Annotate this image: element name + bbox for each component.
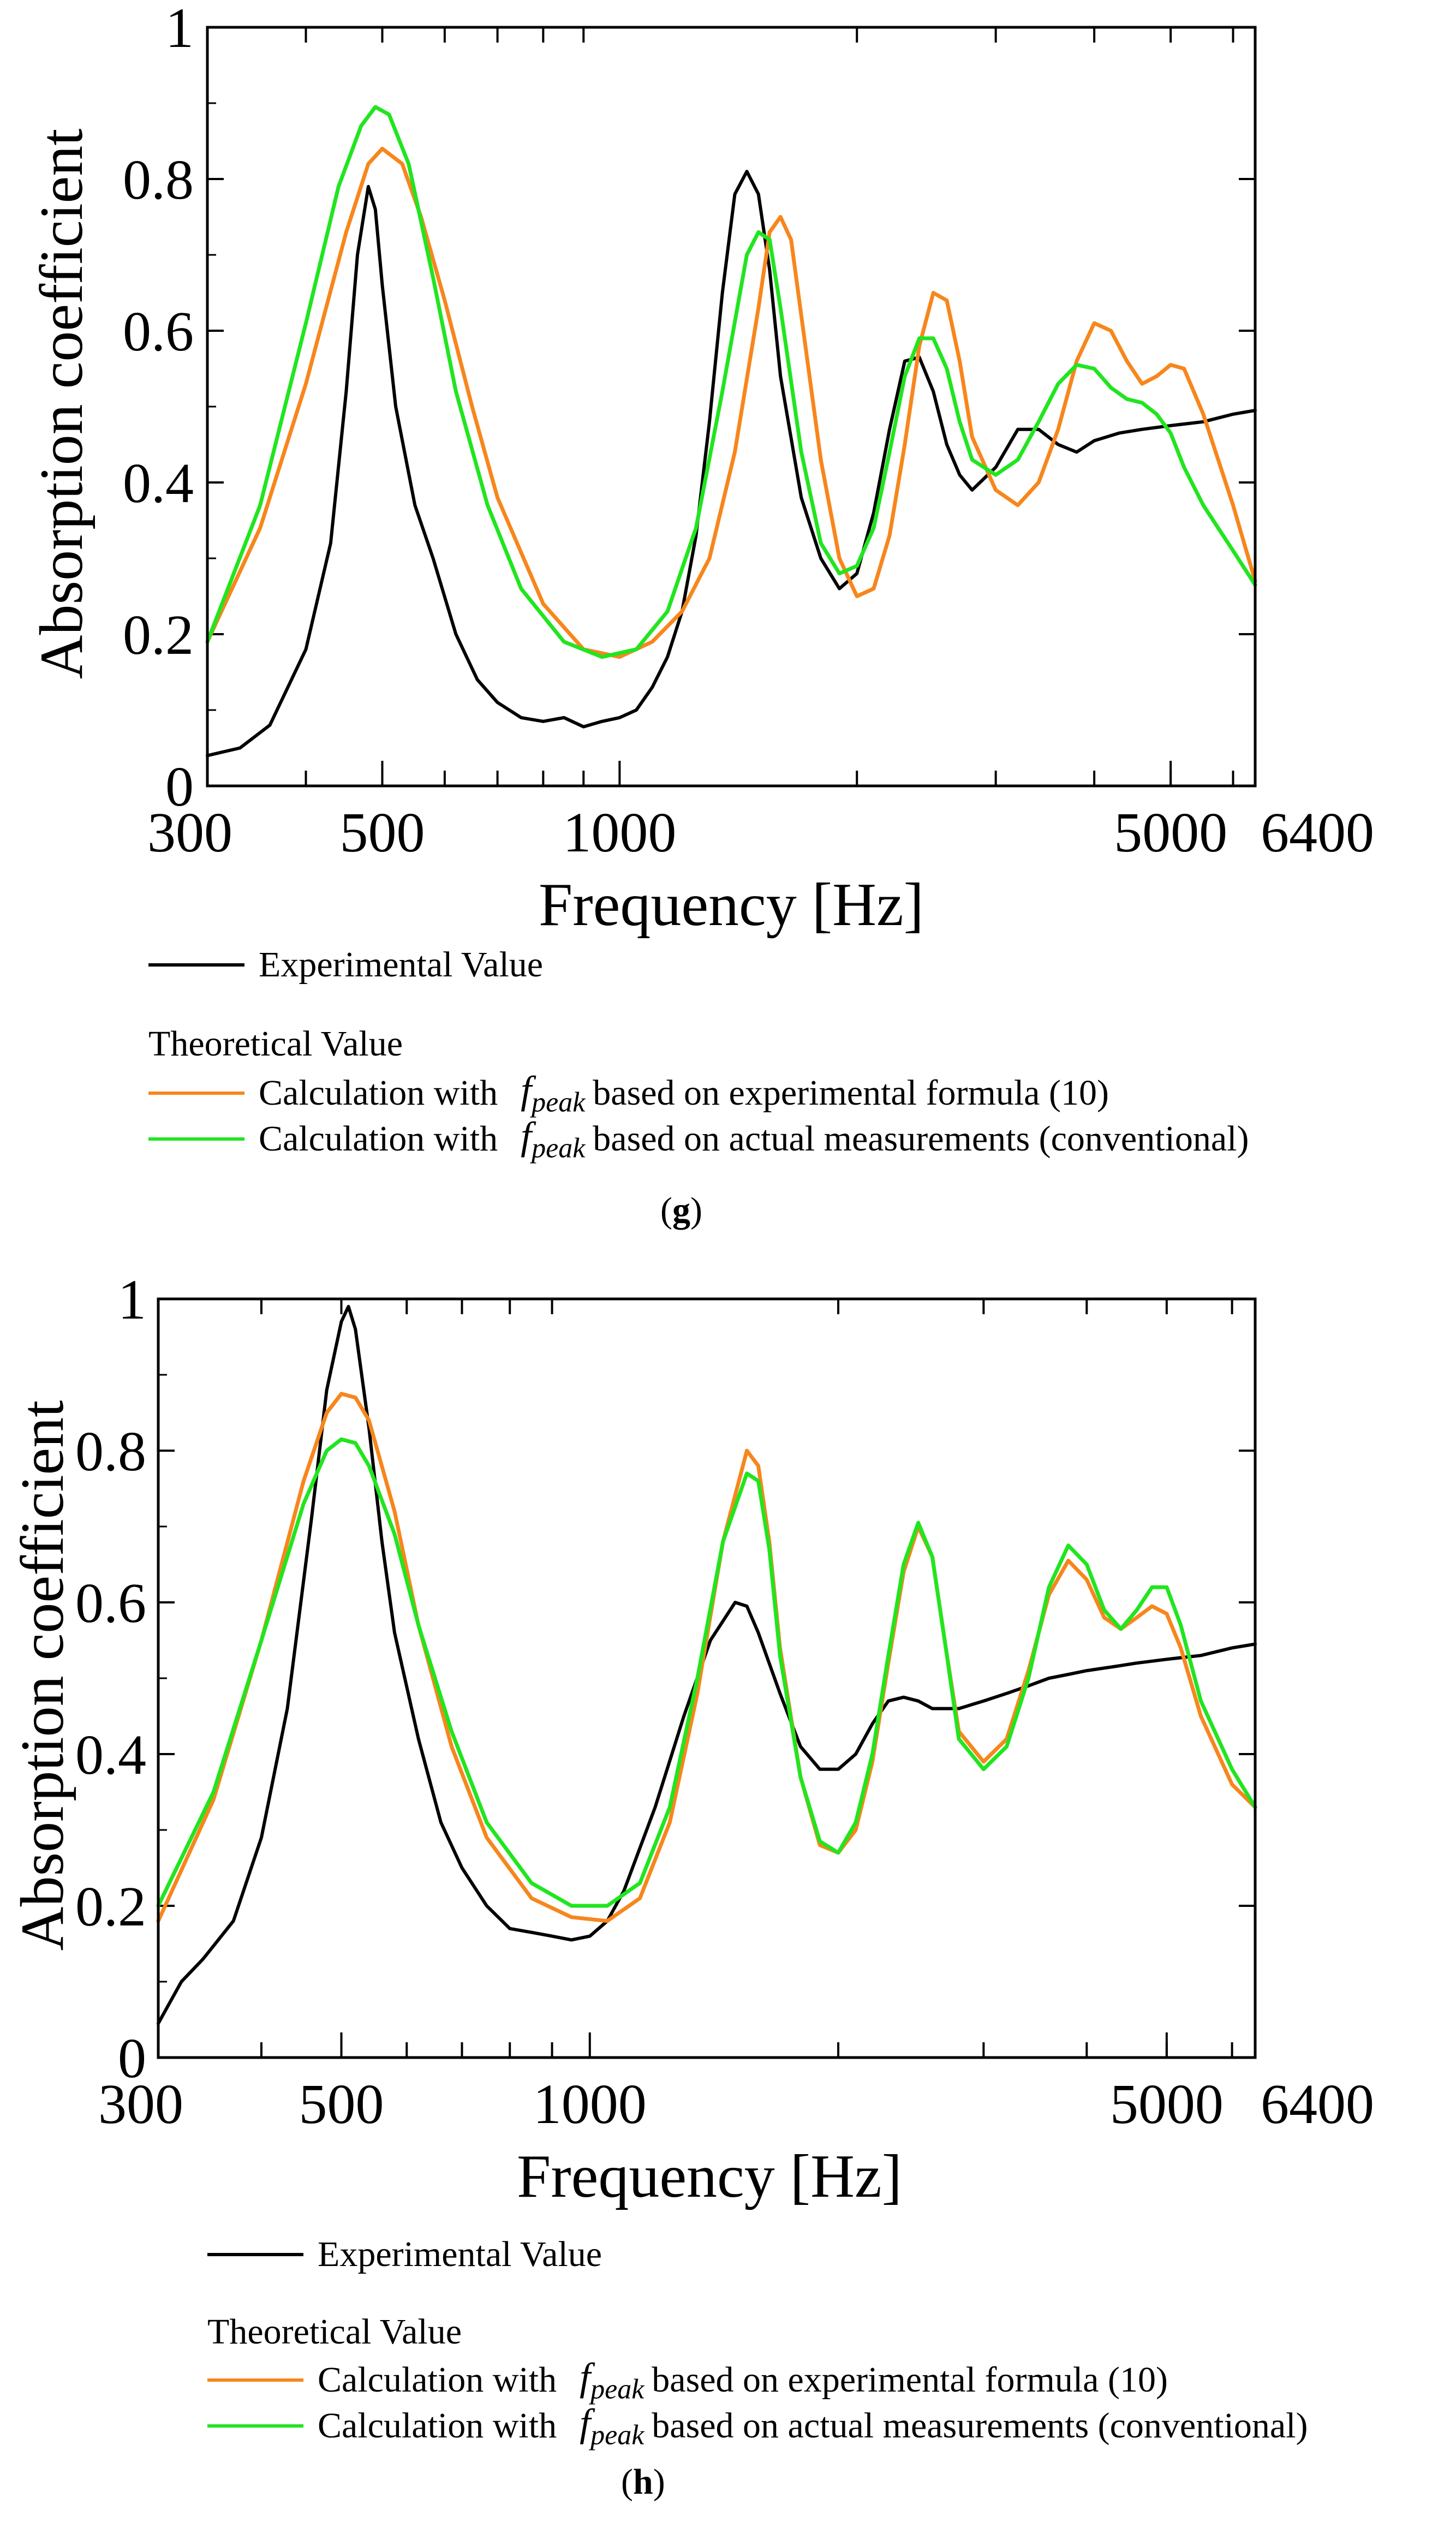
legend-line-formula xyxy=(207,2378,303,2382)
y-axis-title: Absorption coefficient xyxy=(28,129,96,679)
series-line-experimental xyxy=(206,170,1257,758)
legend-heading-theoretical: Theoretical Value xyxy=(207,2312,462,2352)
fpeak-symbol: fpeak xyxy=(521,1068,586,1118)
chart-panel-h: 300 500 1000 5000 6400 0 0.2 0.4 0.6 0.8 1 Frequenc… xyxy=(0,1268,1456,2527)
legend-item-conventional: Calculation with fpeak based on actual m… xyxy=(207,2400,1308,2451)
legend-item-formula: Calculation with fpeak based on experime… xyxy=(207,2354,1168,2405)
series-line-conventional xyxy=(156,1437,1257,1908)
legend-line-conventional xyxy=(207,2424,303,2428)
legend-label-conventional-suffix: based on actual measurements (convention… xyxy=(593,1118,1249,1159)
legend-label-formula-prefix: Calculation with xyxy=(259,1072,498,1113)
series-line-formula xyxy=(205,146,1257,659)
legend-line-conventional xyxy=(148,1137,244,1141)
y-tick-label: 0 xyxy=(165,755,194,818)
legend-item-conventional: Calculation with fpeak based on actual m… xyxy=(148,1113,1249,1164)
legend-item-experimental: Experimental Value xyxy=(207,2234,602,2275)
fpeak-symbol: fpeak xyxy=(580,2401,645,2451)
legend-label-conventional-prefix: Calculation with xyxy=(318,2405,557,2446)
caption-h: (h) xyxy=(621,2462,665,2502)
y-tick-label: 0.4 xyxy=(123,452,194,515)
x-tick-label: 500 xyxy=(299,2073,384,2136)
y-tick-label: 0.8 xyxy=(123,148,194,211)
legend-label-conventional-prefix: Calculation with xyxy=(259,1118,498,1159)
x-tick-label: 1000 xyxy=(563,801,676,864)
caption-g: (g) xyxy=(660,1190,702,1230)
fpeak-symbol: fpeak xyxy=(521,1114,586,1164)
y-tick-label: 0.6 xyxy=(75,1572,146,1635)
plot-frame xyxy=(157,1297,1257,2059)
legend-label-formula-prefix: Calculation with xyxy=(318,2359,557,2400)
chart-panel-g: 300 500 1000 5000 6400 0 0.2 0.4 0.6 0.8 1 Frequenc… xyxy=(0,0,1456,1255)
legend-item-formula: Calculation with fpeak based on experime… xyxy=(148,1068,1109,1118)
x-tick-label: 1000 xyxy=(533,2073,647,2136)
legend-label-conventional-suffix: based on actual measurements (convention… xyxy=(652,2405,1308,2446)
x-axis-title: Frequency [Hz] xyxy=(539,871,924,939)
plot-frame xyxy=(206,26,1257,788)
y-tick-label: 1 xyxy=(118,1268,146,1331)
legend-item-experimental: Experimental Value xyxy=(148,944,543,986)
legend-label-formula-suffix: based on experimental formula (10) xyxy=(593,1072,1109,1113)
y-tick-label: 0.4 xyxy=(75,1724,146,1786)
chart-g: 300 500 1000 5000 6400 0 0.2 0.4 0.6 0.8 1 Frequenc… xyxy=(28,0,1374,939)
x-tick-label: 6400 xyxy=(1261,801,1374,864)
fpeak-symbol: fpeak xyxy=(580,2355,645,2405)
x-tick-label: 300 xyxy=(98,2073,183,2136)
y-tick-label: 0.2 xyxy=(75,1875,146,1938)
series-line-conventional xyxy=(205,105,1257,659)
legend-line-experimental xyxy=(207,2253,303,2256)
x-tick-label: 5000 xyxy=(1110,2073,1224,2136)
chart-h: 300 500 1000 5000 6400 0 0.2 0.4 0.6 0.8 1 Frequenc… xyxy=(9,1268,1374,2210)
legend-heading-theoretical: Theoretical Value xyxy=(148,1024,403,1064)
legend-label-formula-suffix: based on experimental formula (10) xyxy=(652,2359,1168,2400)
x-tick-label: 6400 xyxy=(1261,2073,1374,2136)
x-axis-title: Frequency [Hz] xyxy=(517,2143,902,2210)
legend-label-experimental: Experimental Value xyxy=(259,945,544,985)
legend-line-formula xyxy=(148,1091,244,1095)
y-tick-label: 0.2 xyxy=(123,604,194,666)
y-tick-label: 1 xyxy=(165,0,194,59)
x-tick-label: 5000 xyxy=(1114,801,1227,864)
legend-line-experimental xyxy=(148,963,244,967)
y-tick-label: 0.6 xyxy=(123,300,194,363)
x-tick-label: 500 xyxy=(339,801,425,864)
series-line-experimental xyxy=(157,1304,1257,2025)
y-axis-title: Absorption coefficient xyxy=(9,1400,76,1951)
legend-label-experimental: Experimental Value xyxy=(318,2234,602,2274)
y-tick-label: 0.8 xyxy=(75,1420,146,1483)
x-tick-label: 300 xyxy=(147,801,232,864)
series-line-formula xyxy=(156,1392,1257,1923)
y-tick-label: 0 xyxy=(118,2027,146,2090)
